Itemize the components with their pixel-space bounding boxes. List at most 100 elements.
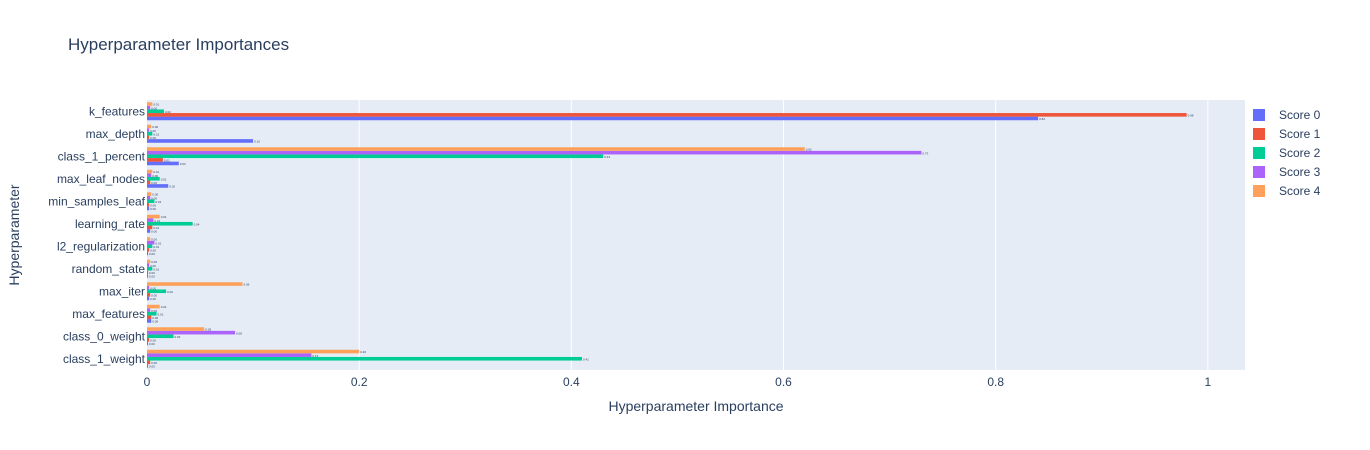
bar [147, 266, 153, 271]
y-tick-label: max_features [72, 307, 145, 321]
y-axis-ticks: k_features max_depth class_1_percent max_le… [48, 104, 145, 366]
bar-value-label: 0.00 [150, 286, 156, 290]
y-tick-label: class_1_percent [58, 149, 146, 163]
legend-swatch[interactable] [1253, 109, 1265, 121]
bar [147, 282, 243, 286]
gridlines [358, 100, 1209, 370]
bar [147, 327, 205, 331]
bar-value-label: 0.00 [152, 320, 158, 324]
bar [147, 109, 164, 114]
x-tick-label: 0.8 [987, 375, 1004, 389]
bar [147, 150, 922, 155]
y-axis-title: Hyperparameter [6, 184, 22, 285]
bar [147, 116, 1039, 121]
bar [147, 349, 360, 354]
legend-swatch[interactable] [1253, 185, 1265, 197]
bar [147, 263, 150, 267]
bar-value-label: 0.02 [169, 185, 175, 189]
bar-value-label: 0.00 [150, 207, 156, 211]
bar-value-label: 0.00 [151, 181, 157, 185]
y-tick-label: max_iter [99, 284, 145, 298]
x-tick-label: 0.6 [775, 375, 792, 389]
chart-title: Hyperparameter Importances [68, 35, 289, 54]
bar-value-label: 0.01 [153, 132, 159, 136]
bar [147, 102, 153, 106]
bar [147, 206, 150, 211]
bar [147, 341, 149, 346]
bar-value-label: 0.62 [806, 148, 812, 152]
bar [147, 353, 312, 357]
bar [147, 158, 163, 162]
bar [147, 199, 155, 204]
bar [147, 192, 152, 196]
legend-swatch[interactable] [1253, 166, 1265, 178]
bar-value-label: 0.00 [152, 174, 158, 178]
bar-value-label: 0.01 [164, 158, 170, 162]
bar-value-label: 0.43 [604, 155, 610, 159]
bar [147, 356, 582, 361]
bar-value-label: 0.10 [254, 140, 260, 144]
y-tick-label: random_state [72, 262, 146, 276]
bar-value-label: 0.03 [180, 162, 186, 166]
bar [147, 330, 236, 335]
bar [147, 195, 151, 200]
bar [147, 139, 254, 143]
bar [147, 113, 1187, 117]
y-tick-label: max_depth [86, 127, 145, 141]
bar-value-label: 0.01 [155, 200, 161, 204]
legend[interactable]: Score 0 Score 1 Score 2 Score 3 Score 4 [1253, 108, 1321, 198]
x-tick-label: 0.4 [563, 375, 580, 389]
bar-value-label: 0.01 [161, 305, 167, 309]
bar-value-label: 0.01 [153, 245, 159, 249]
bar [147, 128, 150, 132]
bar [147, 304, 160, 309]
bar [147, 176, 160, 181]
bars [147, 102, 1187, 368]
legend-label[interactable]: Score 1 [1279, 127, 1321, 141]
bar-value-label: 0.01 [153, 226, 159, 230]
bar-value-label: 0.00 [151, 260, 157, 264]
x-tick-label: 1 [1205, 375, 1212, 389]
bar [147, 274, 149, 278]
y-tick-label: l2_regularization [57, 239, 145, 253]
bar [147, 105, 151, 110]
bar-value-label: 0.05 [205, 328, 211, 332]
bar-value-label: 0.00 [151, 196, 157, 200]
bar [147, 251, 149, 256]
bar [147, 124, 152, 129]
y-tick-label: learning_rate [75, 217, 145, 231]
bar-value-label: 0.00 [149, 342, 155, 346]
bar-value-label: 0.01 [154, 219, 160, 223]
bar [147, 203, 150, 207]
bar-value-label: 0.00 [149, 252, 155, 256]
legend-swatch[interactable] [1253, 147, 1265, 159]
bar [147, 184, 169, 188]
y-tick-label: k_features [89, 104, 145, 118]
legend-label[interactable]: Score 0 [1279, 108, 1321, 122]
bar-value-label: 0.00 [151, 293, 157, 297]
legend-label[interactable]: Score 2 [1279, 146, 1321, 160]
bar-value-label: 0.20 [360, 350, 366, 354]
bar-value-label: 0.41 [583, 357, 589, 361]
bar-value-label: 0.00 [150, 203, 156, 207]
bar [147, 147, 805, 151]
legend-label[interactable]: Score 3 [1279, 165, 1321, 179]
bar [147, 319, 152, 323]
plot-area [147, 100, 1245, 370]
bar [147, 289, 167, 294]
legend-swatch[interactable] [1253, 128, 1265, 140]
bar [147, 173, 152, 177]
bar-value-label: 0.01 [161, 215, 167, 219]
bar [147, 218, 154, 222]
bar-value-label: 0.00 [149, 365, 155, 369]
bar [147, 240, 155, 245]
bar [147, 293, 151, 297]
bar-value-label: 0.00 [150, 297, 156, 301]
bar [147, 315, 152, 320]
legend-label[interactable]: Score 4 [1279, 184, 1321, 198]
bar [147, 221, 193, 226]
bar-value-label: 0.00 [151, 230, 157, 234]
bar-value-label: 0.09 [243, 283, 249, 287]
bar [147, 237, 151, 241]
